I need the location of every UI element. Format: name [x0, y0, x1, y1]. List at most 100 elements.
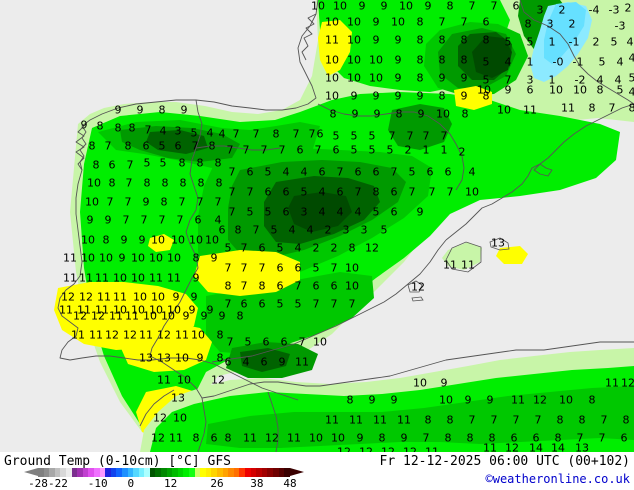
fill-12-14-andalucia [194, 250, 300, 296]
fill-2-4-nw [146, 130, 208, 154]
colour-swatch [60, 468, 66, 477]
colour-swatch [43, 468, 50, 477]
colour-swatch [256, 468, 262, 477]
colour-scale-tick-label: 48 [283, 477, 297, 490]
colour-swatch [127, 468, 134, 477]
fill-12-14-algarve [120, 322, 212, 372]
colour-scale-tick-label: 12 [164, 477, 178, 490]
colour-swatch [138, 468, 145, 477]
colour-swatch [54, 468, 61, 477]
nw-coast-detail [301, 13, 317, 61]
fill-12-14-mini2 [496, 246, 528, 264]
iberia-coastline [57, 0, 319, 401]
fill-12-14-se [454, 86, 492, 110]
colour-scale-high-arrow [290, 468, 304, 476]
colour-swatch [93, 468, 100, 477]
colour-swatch [194, 468, 201, 477]
colour-swatch [105, 468, 111, 477]
fill-neg4-neg2-pyrenees [544, 2, 586, 64]
colour-swatch [284, 468, 290, 477]
colour-swatch [77, 468, 83, 477]
fill-0-2-central [288, 192, 352, 232]
mallorca-outline [445, 241, 482, 273]
africa-internal-border-1 [197, 397, 207, 452]
formentera-outline [411, 296, 424, 302]
colour-swatch [161, 468, 167, 477]
colour-swatch [144, 468, 150, 477]
colour-scale-tick-label: -10 [87, 477, 108, 490]
colour-swatch [82, 468, 89, 477]
footer-bar: Ground Temp (0-10cm) [°C] GFS Fr 12-12-2… [0, 452, 634, 490]
morocco-coast-detail [139, 389, 175, 427]
colour-swatch [250, 468, 257, 477]
colour-swatch [278, 468, 285, 477]
colour-swatch [121, 468, 128, 477]
galicia-ria-detail [75, 125, 85, 171]
colour-swatch [244, 468, 251, 477]
colour-swatch [239, 468, 245, 477]
colour-swatch [183, 468, 190, 477]
spain-med-coastline-south [211, 239, 447, 363]
colour-scale-tick-label: 0 [127, 477, 135, 490]
colour-swatch [261, 468, 268, 477]
colour-swatch [272, 468, 279, 477]
fill-4-6-se [388, 104, 452, 150]
colour-swatch [189, 468, 195, 477]
weather-map-canvas[interactable]: 10 10 9 9 10 9 8 7 7 6 3 2 -4 -3 2 10 10 9 10 8 7 7 6 8 3 2 -3 11 10… [0, 0, 634, 452]
colour-swatch [38, 468, 44, 477]
colour-swatch [99, 468, 106, 477]
portugal-spain-border [149, 99, 203, 357]
colour-swatch [110, 468, 117, 477]
colour-swatch [71, 468, 78, 477]
colour-swatch [133, 468, 139, 477]
menorca-outline [489, 237, 510, 251]
colour-swatch [155, 468, 162, 477]
product-title: Ground Temp (0-10cm) [°C] GFS [4, 454, 231, 469]
ibiza-outline [407, 280, 423, 293]
spain-med-coastline [445, 103, 634, 241]
colour-swatch [149, 468, 156, 477]
colour-swatch [205, 468, 212, 477]
africa-6-8 [206, 386, 634, 448]
colour-swatch [233, 468, 240, 477]
colour-swatch [88, 468, 94, 477]
spain-internal-detail2 [195, 145, 281, 151]
colour-scale[interactable]: -28 -22 -10 0 12 26 38 48 [18, 468, 318, 490]
valid-time-label: Fr 12-12-2025 06:00 UTC (00+102) [379, 454, 630, 469]
coastlines [57, 0, 634, 452]
colour-swatch [166, 468, 173, 477]
colour-scale-tick-label: -28 [28, 477, 48, 490]
colour-swatch [177, 468, 184, 477]
colour-scale-tick-label: 38 [250, 477, 264, 490]
colour-swatch [217, 468, 223, 477]
colour-scale-swatches [38, 468, 290, 477]
colour-swatch [116, 468, 122, 477]
colour-swatch [172, 468, 178, 477]
france-spain-border [519, 0, 634, 105]
colour-swatch [200, 468, 206, 477]
mallorca-fill [442, 242, 482, 270]
fill-12-14-nw-edge [318, 20, 352, 76]
colour-swatch [222, 468, 229, 477]
colour-scale-tick-label: 26 [210, 477, 224, 490]
balearic-islands [407, 237, 510, 302]
colour-swatch [211, 468, 217, 477]
fill-12-14-mini1 [148, 234, 174, 252]
africa-coastline [149, 341, 634, 399]
north-africa-fills [140, 342, 634, 452]
ebro-delta-detail [533, 163, 553, 177]
fill-0-2-ne [472, 36, 512, 78]
africa-internal-border-2 [267, 391, 279, 452]
colour-swatch [49, 468, 55, 477]
colour-scale-tick-label: -22 [47, 477, 68, 490]
colour-swatch [267, 468, 273, 477]
colour-scale-low-arrow [24, 468, 38, 476]
colour-swatch [65, 468, 72, 477]
africa-2-4 [240, 348, 290, 372]
colour-swatch [228, 468, 234, 477]
copyright-label: ©weatheronline.co.uk [485, 472, 631, 486]
map-svg [54, 0, 634, 452]
spain-internal-detail [317, 103, 457, 145]
spain-internal-detail3 [455, 143, 465, 191]
